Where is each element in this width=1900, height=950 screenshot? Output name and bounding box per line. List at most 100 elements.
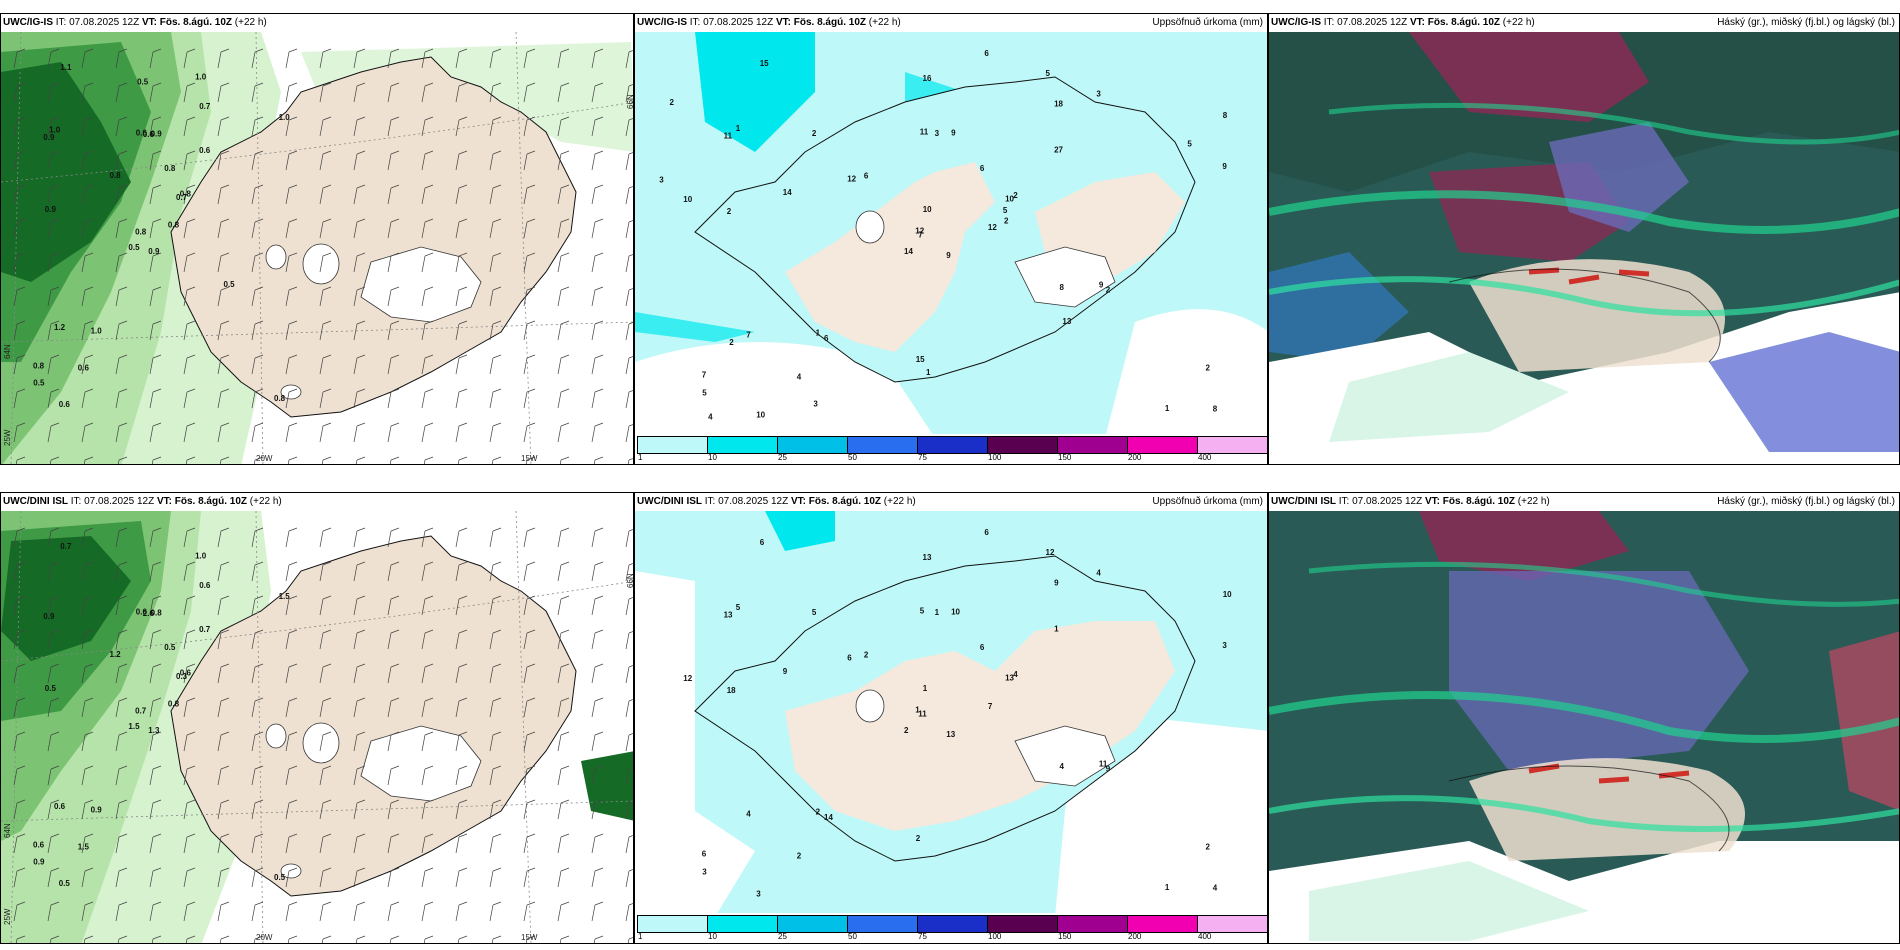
wind-barb: [557, 354, 570, 375]
wind-barb: [591, 833, 604, 854]
wind-barb: [217, 731, 230, 752]
lon-label-20w: 20W: [256, 454, 273, 463]
wind-barb: [457, 456, 468, 464]
wind-barb: [47, 697, 60, 718]
wind-barb: [423, 935, 434, 943]
wind-barb: [83, 935, 94, 943]
wind-barb: [251, 48, 264, 69]
colorbar-swatch: [778, 437, 848, 453]
wind-barb: [319, 286, 332, 307]
colorbar-swatch: [918, 437, 988, 453]
map-value-label: 6: [980, 164, 985, 173]
map-value-label: 1.2: [110, 650, 122, 659]
wind-barb: [421, 320, 434, 341]
wind-barb: [183, 595, 196, 616]
map-value-label: 0.9: [148, 247, 160, 256]
map-value-label: 12: [988, 223, 997, 232]
map-value-label: 0.6: [78, 363, 90, 372]
wind-barb: [183, 663, 196, 684]
wind-barb: [625, 424, 633, 443]
colorbar-label: 100: [988, 932, 1002, 941]
wind-barb: [557, 252, 570, 273]
map-value-label: 7: [988, 702, 993, 711]
colorbar-swatch: [918, 916, 988, 932]
wind-barb: [115, 150, 128, 171]
wind-barb: [49, 456, 60, 464]
wind-barb: [625, 835, 633, 854]
wind-barb: [217, 218, 230, 239]
wind-barb: [149, 595, 162, 616]
map-value-label: 12: [1046, 548, 1055, 557]
map-value-label: 0.7: [60, 542, 72, 551]
map-value-label: 1: [926, 368, 931, 377]
wind-barb: [387, 218, 400, 239]
colorbar-label: 1: [638, 453, 643, 462]
precip-values: 1313116131412109764181021356423214951312…: [683, 528, 1232, 899]
wind-barb: [251, 422, 264, 443]
wind-barb: [217, 82, 230, 103]
wind-barb: [557, 663, 570, 684]
map-value-label: 0.9: [45, 205, 57, 214]
wind-barb: [421, 150, 434, 171]
wind-barb: [183, 116, 196, 137]
wind-barb: [251, 286, 264, 307]
map-value-label: 0.9: [151, 130, 163, 139]
wind-barb: [353, 663, 366, 684]
wind-barb: [149, 388, 162, 409]
wind-barb: [81, 527, 94, 548]
map-value-label: 18: [727, 686, 736, 695]
wind-barb: [455, 48, 468, 69]
wind-barb: [353, 354, 366, 375]
wind-barb: [13, 218, 26, 239]
wind-barb: [625, 665, 633, 684]
wind-barb: [81, 48, 94, 69]
wind-barb: [13, 833, 26, 854]
wind-barb: [455, 901, 468, 922]
wind-barb: [523, 629, 536, 650]
wind-barb: [421, 82, 434, 103]
wind-barb: [421, 48, 434, 69]
wind-barb: [625, 563, 633, 582]
wind-barb: [149, 731, 162, 752]
panel-title: UWC/IG-IS IT: 07.08.2025 12Z VT: Fös. 8.…: [1, 14, 633, 32]
map-value-label: 5: [1003, 206, 1008, 215]
wind-barb: [353, 388, 366, 409]
wind-barb: [591, 82, 604, 103]
wind-barb: [387, 697, 400, 718]
wind-barb: [149, 422, 162, 443]
map-value-label: 13: [724, 611, 733, 620]
map-value-label: 2: [812, 129, 817, 138]
wind-barb: [489, 218, 502, 239]
wind-barb: [217, 901, 230, 922]
wind-barb: [353, 422, 366, 443]
wind-barb: [183, 218, 196, 239]
wind-barb: [523, 286, 536, 307]
wind-values: 1.30.90.70.60.30.91.00.80.60.80.70.50.51…: [33, 542, 290, 888]
wind-barb: [489, 833, 502, 854]
wind-barb: [115, 48, 128, 69]
wind-barb: [387, 48, 400, 69]
map-value-label: 0.9: [43, 133, 55, 142]
map-value-label: 0.9: [43, 612, 55, 621]
wind-barb: [557, 320, 570, 341]
map-value-label: 1.0: [91, 326, 103, 335]
precip-values: 9117710659181215828142710116765432211610…: [659, 49, 1227, 421]
wind-barb: [149, 218, 162, 239]
wind-barb: [183, 150, 196, 171]
wind-barb: [489, 527, 502, 548]
map-value-label: 0.8: [168, 220, 180, 229]
wind-barb: [557, 388, 570, 409]
wind-barb: [457, 935, 468, 943]
wind-barb: [251, 731, 264, 752]
map-value-label: 5: [920, 607, 925, 616]
wind-barb: [47, 150, 60, 171]
map-value-label: 0.7: [199, 102, 211, 111]
wind-barb: [455, 765, 468, 786]
wind-barb: [47, 833, 60, 854]
wind-barb: [489, 116, 502, 137]
wind-barb: [217, 867, 230, 888]
wind-barb: [217, 833, 230, 854]
wind-barb: [491, 456, 502, 464]
wind-barb: [319, 320, 332, 341]
wind-barb: [523, 354, 536, 375]
